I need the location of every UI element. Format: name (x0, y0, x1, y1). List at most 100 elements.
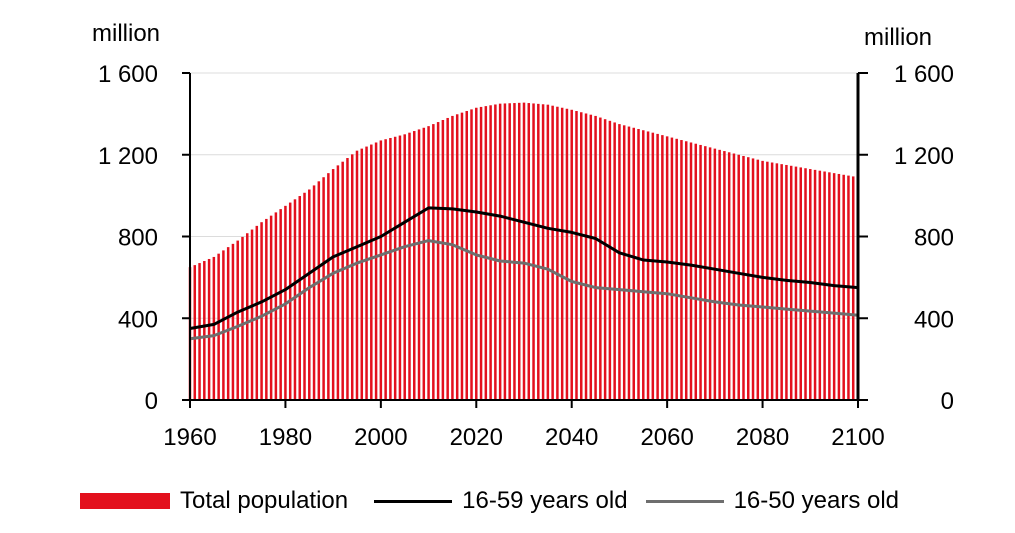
bar-total-population-2086 (789, 165, 793, 400)
bar-total-population-1963 (203, 261, 206, 400)
bar-total-population-2011 (432, 124, 435, 400)
bar-total-population-2021 (479, 106, 483, 401)
bar-total-population-1985 (308, 189, 311, 400)
bar-total-population-2056 (646, 131, 650, 401)
bar-total-population-2076 (742, 155, 745, 400)
bar-total-population-1983 (298, 196, 301, 400)
right-tick-label-0: 0 (941, 388, 954, 415)
right-tick-label-3: 1 200 (894, 143, 954, 170)
bar-total-population-2081 (766, 161, 769, 400)
bar-total-population-1987 (317, 181, 321, 400)
bar-total-population-1996 (360, 148, 364, 400)
bar-total-population-2066 (694, 143, 698, 400)
bar-total-population-1989 (327, 173, 330, 400)
bar-total-population-2037 (556, 106, 559, 401)
bar-total-population-2082 (770, 162, 774, 400)
bar-total-population-2016 (455, 114, 459, 400)
bar-total-population-2047 (603, 119, 607, 400)
bar-total-population-2050 (618, 124, 621, 400)
bar-total-population-2075 (737, 154, 740, 400)
bar-total-population-2090 (809, 169, 812, 400)
left-tick-label-2: 800 (118, 225, 158, 252)
bar-total-population-2024 (494, 104, 497, 400)
legend-label-16-59: 16-59 years old (462, 487, 628, 514)
bar-total-population-2008 (417, 129, 421, 400)
bar-total-population-2049 (613, 122, 616, 401)
bar-total-population-2035 (546, 104, 550, 400)
bar-total-population-2048 (608, 120, 612, 400)
legend-item-16-50: 16-50 years old (645, 487, 899, 515)
bar-total-population-1995 (355, 150, 359, 400)
bar-total-population-2052 (627, 126, 631, 400)
bar-total-population-2085 (785, 164, 788, 400)
bar-total-population-2032 (532, 103, 535, 400)
bar-total-population-2072 (723, 151, 726, 400)
bar-total-population-2077 (747, 157, 750, 400)
bar-total-population-2065 (689, 142, 693, 401)
x-tick-label-4: 2040 (545, 424, 598, 451)
legend-swatch-16-59 (374, 499, 453, 503)
bar-total-population-1993 (346, 158, 349, 400)
x-tick-label-5: 2060 (640, 424, 693, 451)
bar-total-population-2023 (489, 105, 492, 400)
left-tick-label-1: 400 (118, 306, 158, 333)
x-tick-label-3: 2020 (450, 424, 503, 451)
bar-total-population-2071 (718, 149, 721, 400)
bar-total-population-1997 (365, 146, 368, 400)
bar-total-population-2040 (570, 109, 573, 400)
right-tick-label-1: 400 (914, 306, 954, 333)
bar-total-population-2025 (498, 103, 502, 400)
bar-total-population-2088 (799, 167, 802, 400)
bar-total-population-2087 (794, 166, 798, 400)
bar-total-population-2061 (670, 137, 674, 400)
bar-total-population-2006 (408, 132, 411, 401)
bar-total-population-2028 (513, 103, 516, 400)
bar-total-population-2029 (517, 102, 521, 401)
bar-total-population-2064 (684, 141, 688, 401)
legend-item-16-59: 16-59 years old (374, 487, 628, 515)
bar-total-population-1992 (341, 161, 344, 400)
bar-total-population-2063 (680, 140, 683, 400)
left-tick-label-3: 1 200 (98, 143, 158, 170)
bar-total-population-2089 (804, 168, 807, 400)
bar-total-population-1978 (274, 212, 278, 400)
legend-item-total: Total population (80, 487, 348, 515)
bar-total-population-2053 (632, 127, 635, 401)
bar-total-population-1968 (226, 247, 230, 400)
bar-total-population-2036 (551, 105, 554, 400)
bar-total-population-1986 (312, 185, 316, 400)
bar-total-population-2010 (427, 126, 430, 400)
right-tick-label-4: 1 600 (894, 61, 954, 88)
bar-total-population-2059 (661, 135, 664, 400)
bar-total-population-2007 (413, 131, 416, 401)
legend-label-total: Total population (180, 487, 349, 514)
bar-total-population-1991 (336, 165, 340, 400)
x-tick-label-2: 2000 (354, 424, 407, 451)
bar-total-population-1976 (265, 218, 268, 400)
x-tick-label-1: 1980 (259, 424, 312, 451)
line-16-50-years-old (189, 239, 859, 341)
bar-total-population-2084 (780, 164, 783, 400)
bar-total-population-2043 (584, 113, 588, 400)
bar-total-population-2042 (580, 112, 583, 401)
bar-total-population-1962 (198, 263, 201, 400)
bar-total-population-1999 (374, 142, 378, 401)
bar-total-population-2079 (756, 159, 760, 400)
legend-swatch-16-50 (645, 499, 724, 503)
left-axis-unit: million (92, 20, 160, 47)
bar-total-population-1975 (260, 222, 263, 400)
bar-total-population-2000 (379, 140, 383, 400)
bar-total-population-1994 (350, 154, 354, 400)
bar-total-population-1972 (246, 233, 249, 400)
bar-total-population-1974 (255, 225, 259, 400)
bar-total-population-2062 (675, 138, 678, 400)
bar-total-population-2041 (575, 111, 578, 401)
bar-total-population-2044 (589, 114, 593, 400)
x-tick-label-0: 1960 (163, 424, 216, 451)
bar-total-population-1964 (207, 258, 211, 400)
bar-total-population-1965 (212, 256, 216, 400)
bar-total-population-2022 (484, 106, 488, 400)
x-tick-label-7: 2100 (831, 424, 884, 451)
bar-total-population-2074 (732, 153, 736, 400)
